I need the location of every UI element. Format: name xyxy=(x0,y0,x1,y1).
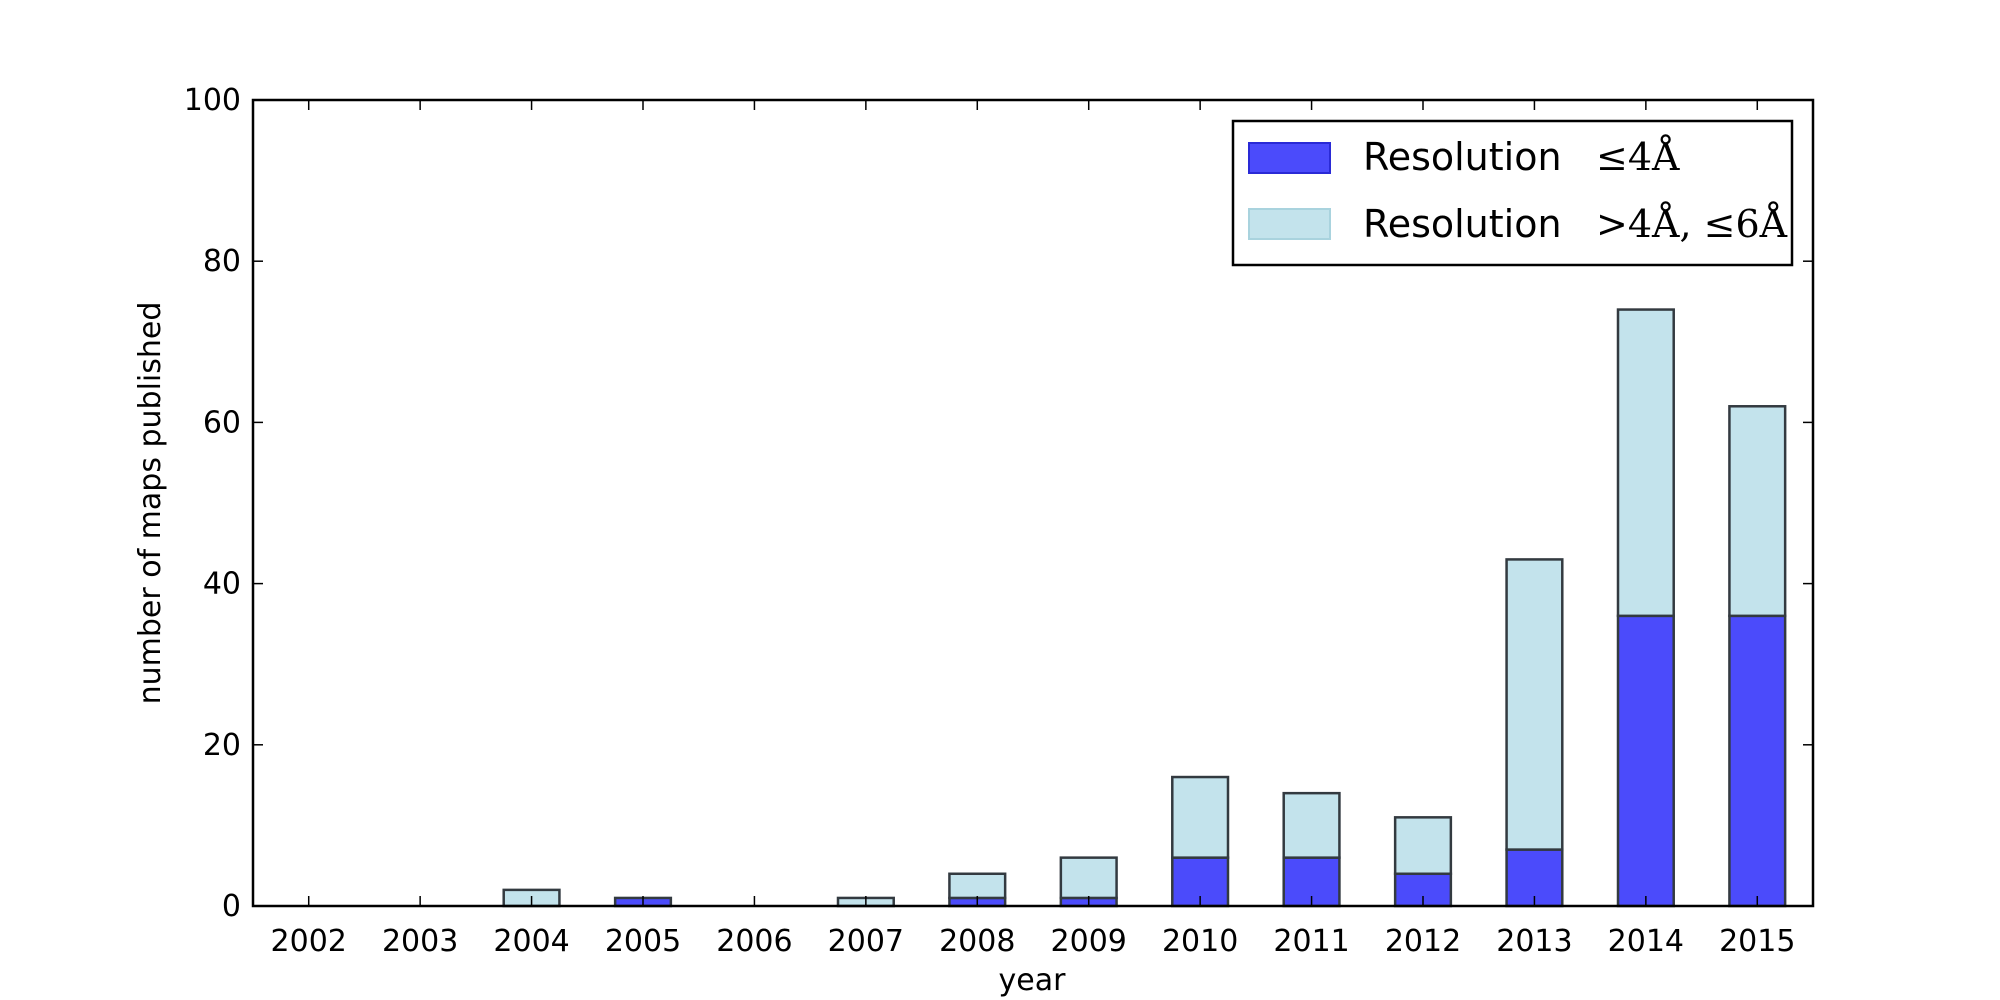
legend-swatch-series-2 xyxy=(1248,208,1331,240)
legend-item-series-2: Resolution >4Å, ≤6Å xyxy=(1248,202,1788,246)
plot-frame xyxy=(251,98,1815,908)
x-tick-label-2015: 2015 xyxy=(1719,924,1795,959)
bar-2014-series-1 xyxy=(1616,614,1675,908)
legend-label-series-1: Resolution xyxy=(1363,135,1562,179)
x-tick-label-2013: 2013 xyxy=(1496,924,1572,959)
y-tick-label-40: 40 xyxy=(203,567,241,602)
y-axis-label: number of maps published xyxy=(133,302,168,705)
y-tick-label-20: 20 xyxy=(203,728,241,763)
legend: Resolution ≤4Å Resolution >4Å, ≤6Å xyxy=(1231,119,1794,267)
y-tick-label-100: 100 xyxy=(184,83,241,118)
legend-label-series-2: Resolution xyxy=(1363,202,1562,246)
x-tick-label-2008: 2008 xyxy=(939,924,1015,959)
x-tick-label-2012: 2012 xyxy=(1385,924,1461,959)
x-tick-label-2003: 2003 xyxy=(382,924,458,959)
ticks-layer: 2002 2003 2004 2005 2006 2007 2008 2009 2010 2011… xyxy=(184,83,1813,959)
bar-2008-series-2 xyxy=(948,872,1007,900)
x-tick-label-2002: 2002 xyxy=(271,924,347,959)
x-tick-label-2007: 2007 xyxy=(828,924,904,959)
x-tick-label-2011: 2011 xyxy=(1273,924,1349,959)
legend-math-series-1: ≤4Å xyxy=(1596,135,1680,179)
bar-2015-series-2 xyxy=(1728,405,1787,618)
y-tick-label-60: 60 xyxy=(203,405,241,440)
y-tick-label-80: 80 xyxy=(203,244,241,279)
x-tick-label-2014: 2014 xyxy=(1608,924,1684,959)
x-tick-label-2005: 2005 xyxy=(605,924,681,959)
bars-layer xyxy=(502,308,1787,908)
bar-2010-series-2 xyxy=(1171,775,1230,859)
legend-item-series-1: Resolution ≤4Å xyxy=(1248,135,1680,179)
x-tick-label-2004: 2004 xyxy=(493,924,569,959)
legend-swatch-series-1 xyxy=(1248,142,1331,174)
x-axis-label: year xyxy=(999,963,1067,998)
x-tick-label-2009: 2009 xyxy=(1051,924,1127,959)
x-tick-label-2006: 2006 xyxy=(716,924,792,959)
legend-math-series-2: >4Å, ≤6Å xyxy=(1596,202,1788,246)
bar-2012-series-2 xyxy=(1393,816,1453,876)
bar-2013-series-2 xyxy=(1505,558,1564,851)
y-tick-label-0: 0 xyxy=(222,889,241,924)
bar-2014-series-2 xyxy=(1616,308,1675,618)
bar-2011-series-2 xyxy=(1282,791,1341,859)
bar-2015-series-1 xyxy=(1728,614,1787,908)
bar-2009-series-2 xyxy=(1059,856,1118,900)
x-tick-label-2010: 2010 xyxy=(1162,924,1238,959)
